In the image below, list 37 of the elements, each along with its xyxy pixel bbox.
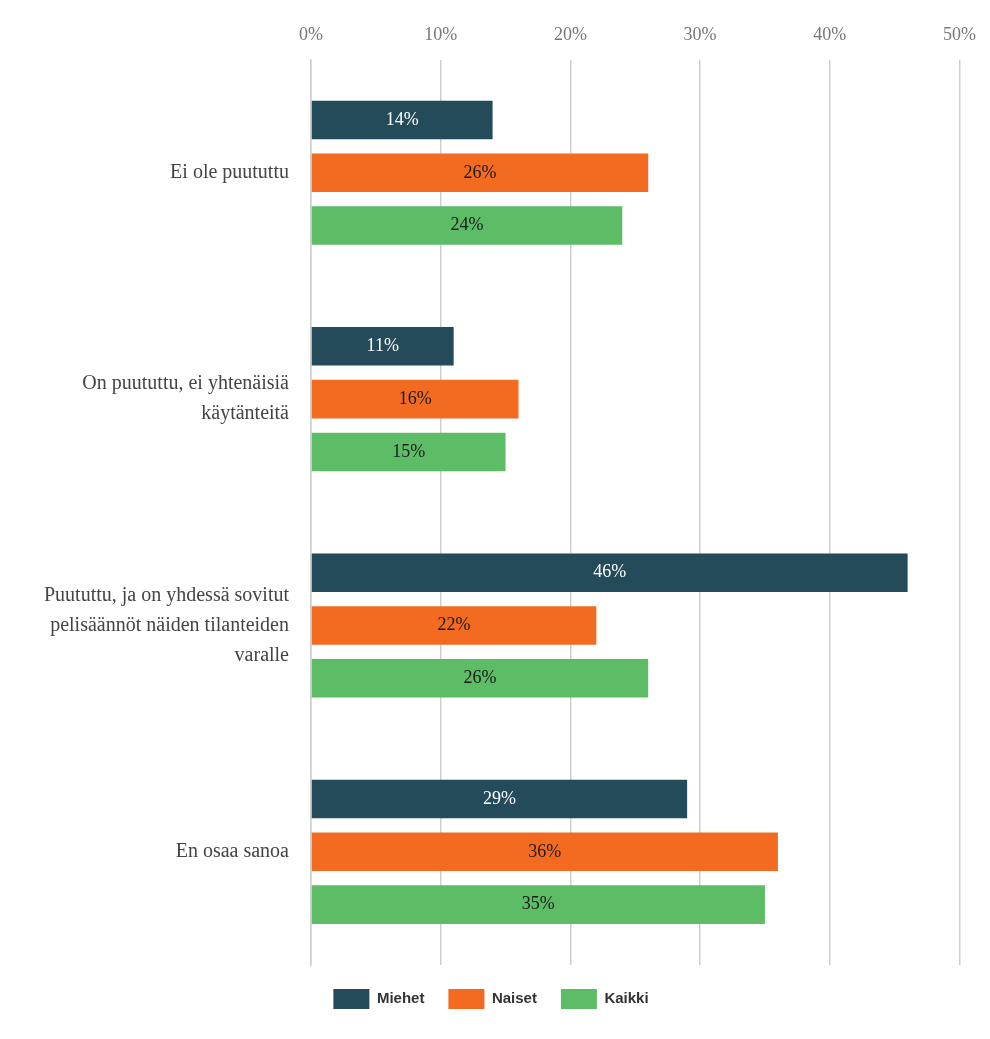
y-tick-label: Ei ole puututtu: [170, 160, 289, 184]
bar: [311, 379, 519, 419]
data-label: 29%: [482, 787, 516, 808]
data-label: 35%: [521, 893, 555, 914]
legend-label: Kaikki: [604, 989, 649, 1007]
bar: [311, 100, 493, 140]
bar: [311, 553, 908, 592]
data-label: 36%: [528, 840, 562, 861]
x-tick-label: 50%: [943, 23, 976, 44]
bar: [311, 327, 454, 366]
x-tick-label: 30%: [683, 23, 717, 44]
legend-label: Miehet: [376, 989, 425, 1007]
x-tick-label: 10%: [424, 23, 458, 44]
data-label: 46%: [593, 561, 627, 582]
bar: [311, 153, 649, 193]
data-label: 15%: [392, 440, 426, 461]
x-tick-label: 20%: [553, 23, 587, 44]
bar: [311, 779, 688, 819]
bar: [311, 832, 778, 872]
data-label: 26%: [463, 667, 497, 688]
data-label: 16%: [398, 387, 432, 408]
data-label: 11%: [366, 335, 399, 356]
bar: [311, 432, 506, 472]
y-tick-label: Puututtu, ja on yhdessä sovitut pelisäännöt näiden tilanteiden varalle: [44, 582, 290, 665]
bar: [311, 606, 597, 645]
bar: [311, 659, 649, 698]
y-tick-label: On puututtu, ei yhtenäisiä käytänteitä: [82, 371, 290, 425]
bar: [311, 206, 623, 245]
legend-label: Naiset: [491, 989, 537, 1007]
data-label: 14%: [385, 108, 419, 129]
x-tick-label: 0%: [299, 23, 323, 44]
x-tick-label: 40%: [813, 23, 847, 44]
data-label: 24%: [450, 214, 484, 235]
data-label: 22%: [437, 614, 471, 635]
y-tick-label: En osaa sanoa: [175, 839, 290, 862]
bar: [311, 885, 765, 924]
data-label: 26%: [463, 161, 497, 182]
